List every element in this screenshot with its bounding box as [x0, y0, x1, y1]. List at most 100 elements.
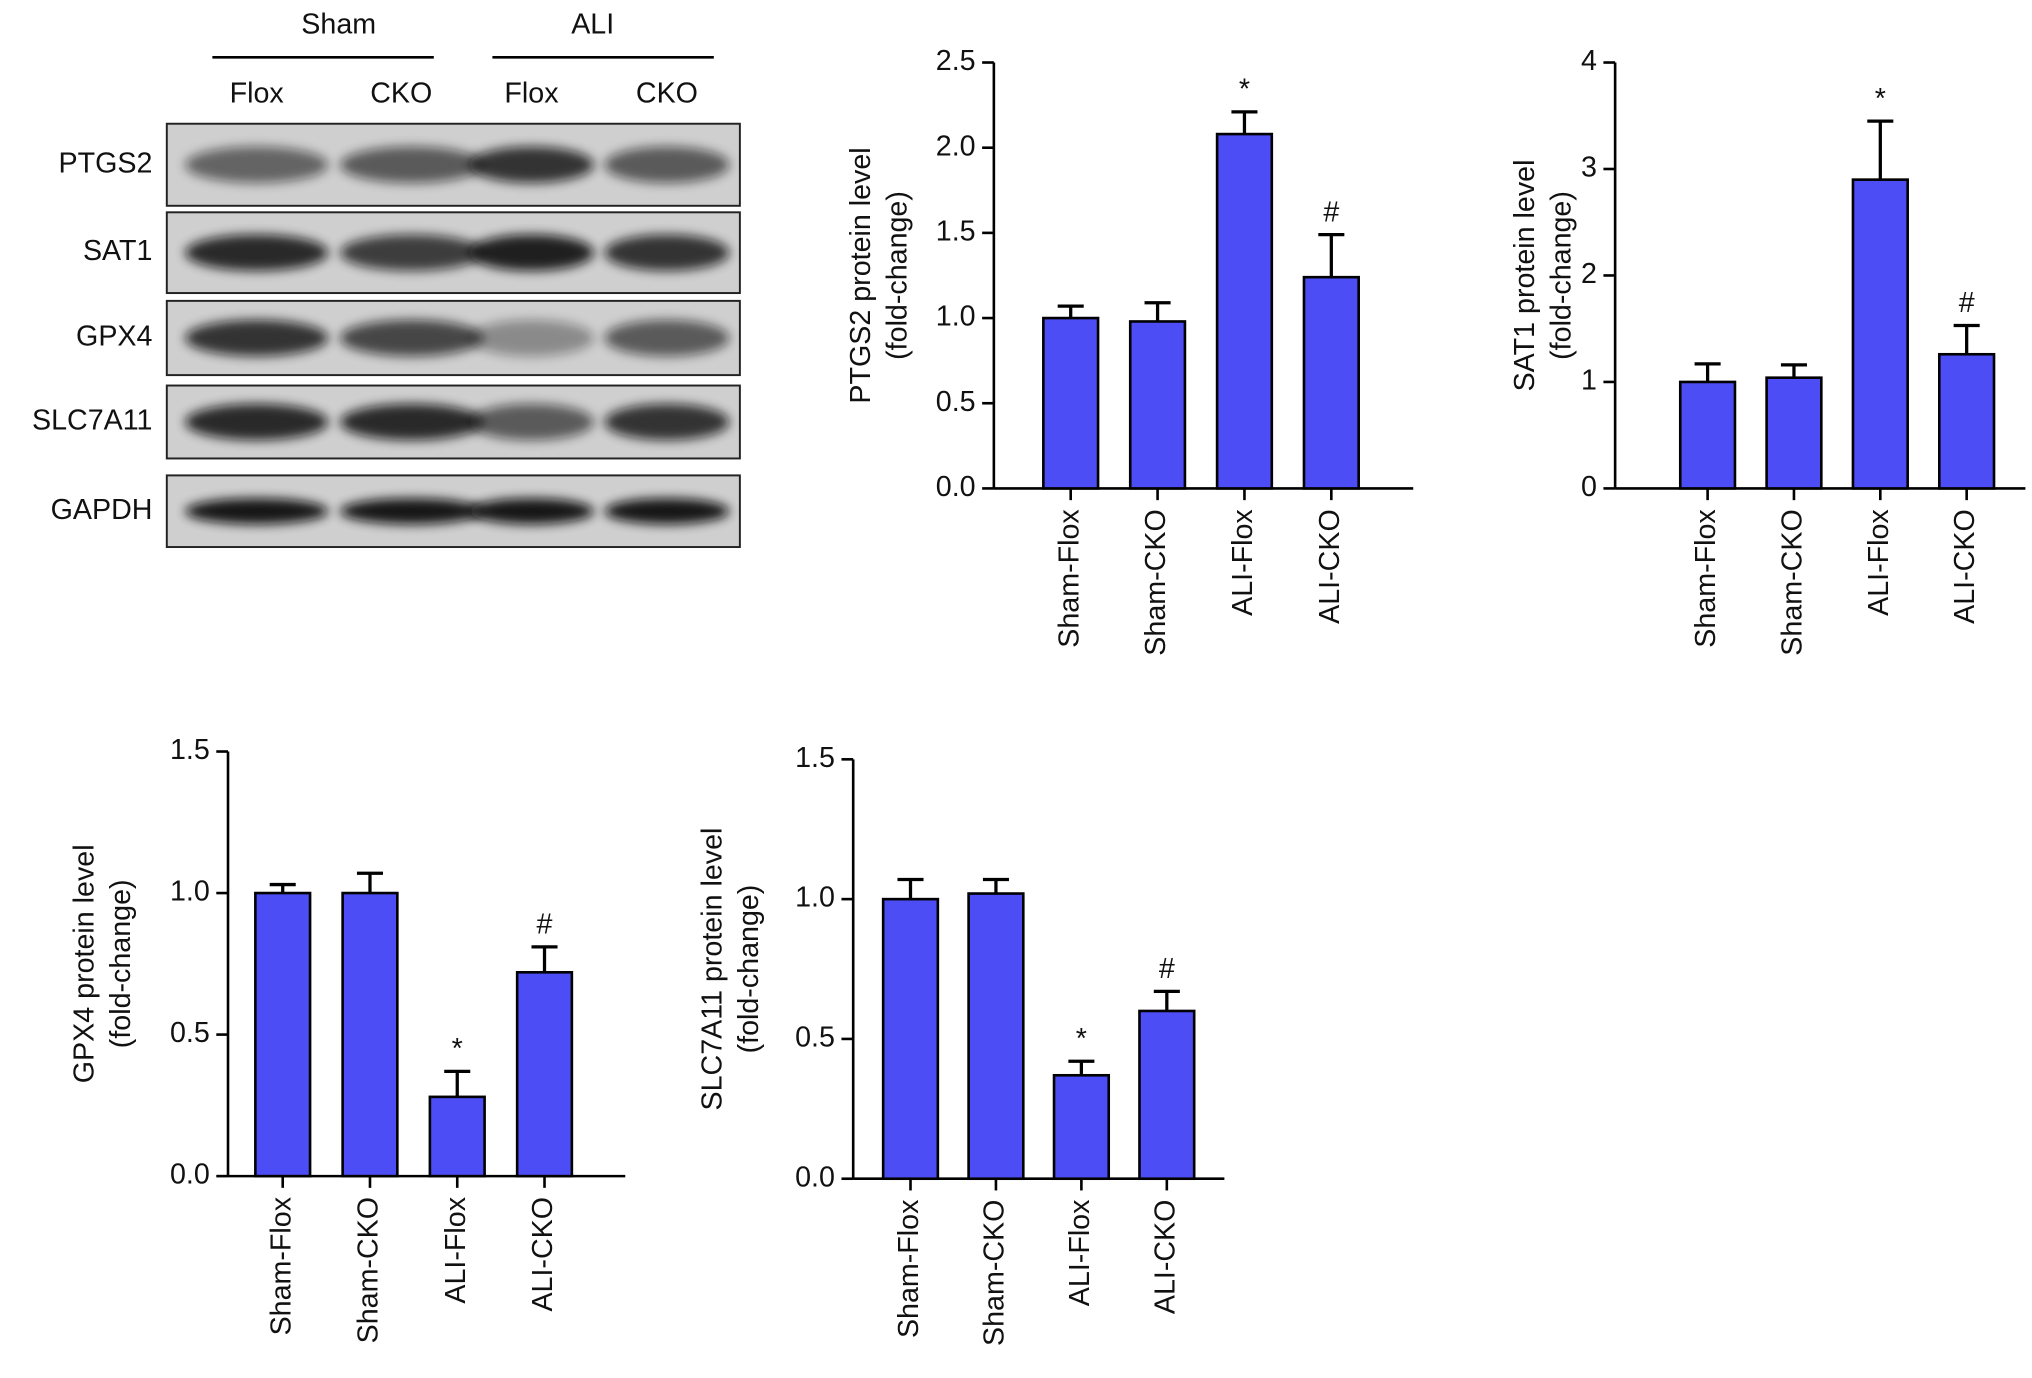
error-bar — [982, 877, 1009, 894]
y-tick-label: 1.5 — [795, 742, 835, 774]
blot-band — [604, 234, 730, 271]
significance-label: # — [1159, 953, 1175, 985]
x-tick-label: Sham-CKO — [353, 1197, 385, 1343]
blot-band — [468, 234, 595, 271]
y-tick-label: 1 — [1581, 365, 1597, 397]
blot-band — [604, 498, 730, 525]
y-axis-label: PTGS2 protein level — [845, 147, 877, 403]
y-tick-label: 1.5 — [170, 734, 210, 766]
x-tick-label: ALI-Flox — [440, 1196, 472, 1303]
significance-label: * — [1239, 74, 1250, 106]
error-bar — [897, 877, 924, 900]
protein-label: SLC7A11 — [32, 405, 152, 437]
bar — [1215, 132, 1274, 490]
group-label: Sham — [301, 9, 376, 41]
error-bar — [531, 945, 558, 973]
x-tick-label: ALI-Flox — [1863, 509, 1895, 616]
x-tick-label: ALI-CKO — [1314, 509, 1346, 624]
y-tick-label: 1.0 — [936, 301, 976, 333]
lane-label: CKO — [370, 78, 432, 110]
significance-label: # — [537, 909, 553, 941]
blot-band — [468, 403, 595, 441]
error-bar — [1953, 323, 1980, 355]
bar — [341, 891, 399, 1178]
y-tick-label: 1.5 — [936, 215, 976, 247]
bar — [515, 971, 574, 1178]
bar — [1128, 320, 1187, 490]
blot-band — [468, 498, 595, 525]
protein-label: SAT1 — [83, 235, 153, 267]
y-tick-label: 0.5 — [170, 1017, 210, 1049]
y-tick-label: 0.5 — [795, 1021, 835, 1053]
x-tick-label: ALI-Flox — [1064, 1199, 1096, 1306]
error-bar — [1780, 363, 1807, 378]
blot-band — [340, 319, 484, 357]
blot-band — [340, 498, 484, 525]
x-tick-label: ALI-CKO — [1149, 1200, 1181, 1315]
blot-band — [604, 146, 730, 183]
bar — [1138, 1009, 1196, 1181]
y-tick-label: 2 — [1581, 258, 1597, 290]
blot-band — [185, 403, 329, 441]
bar — [1042, 316, 1100, 490]
blot-band — [604, 319, 730, 357]
y-axis-label: (fold-change) — [1546, 191, 1578, 360]
x-tick-label: ALI-CKO — [1949, 509, 1981, 624]
error-bar — [1144, 301, 1171, 322]
y-tick-label: 1.0 — [170, 876, 210, 908]
x-tick-label: Sham-Flox — [1053, 509, 1085, 648]
x-tick-label: Sham-Flox — [265, 1196, 297, 1335]
bar — [1765, 376, 1823, 490]
error-bar — [269, 882, 296, 894]
blot-band — [604, 403, 730, 441]
bar — [1678, 380, 1737, 490]
y-axis-label: SLC7A11 protein level — [696, 828, 728, 1111]
protein-label: GPX4 — [76, 321, 152, 353]
x-tick-label: ALI-Flox — [1227, 509, 1259, 616]
y-axis-label: (fold-change) — [105, 879, 137, 1048]
y-tick-label: 2.0 — [936, 130, 976, 162]
significance-label: * — [1076, 1023, 1087, 1055]
significance-label: * — [1875, 83, 1886, 115]
blot-band — [185, 146, 329, 183]
bar — [254, 891, 312, 1178]
lane-label: CKO — [636, 78, 698, 110]
blot-band — [340, 403, 484, 441]
bar — [967, 892, 1025, 1181]
y-axis-label: (fold-change) — [881, 191, 913, 360]
blot-band — [185, 498, 329, 525]
y-tick-label: 2.5 — [936, 45, 976, 77]
blot-band — [185, 319, 329, 357]
significance-label: # — [1959, 287, 1975, 319]
blot-band — [340, 146, 484, 183]
x-tick-label: ALI-CKO — [527, 1197, 559, 1312]
error-bar — [1057, 304, 1084, 319]
y-axis-label: SAT1 protein level — [1509, 160, 1541, 392]
x-tick-label: Sham-CKO — [1140, 509, 1172, 655]
blot-band — [468, 319, 595, 357]
x-tick-label: Sham-Flox — [893, 1199, 925, 1338]
y-tick-label: 4 — [1581, 45, 1597, 77]
blot-band — [468, 146, 595, 183]
y-axis-label: (fold-change) — [733, 885, 765, 1054]
significance-label: # — [1323, 196, 1339, 228]
y-tick-label: 1.0 — [795, 882, 835, 914]
y-tick-label: 0.5 — [936, 386, 976, 418]
protein-label: GAPDH — [51, 494, 153, 526]
y-tick-label: 0 — [1581, 471, 1597, 503]
y-tick-label: 3 — [1581, 152, 1597, 184]
bar — [881, 897, 940, 1181]
error-bar — [444, 1069, 471, 1097]
error-bar — [1068, 1059, 1095, 1076]
bar — [1052, 1073, 1111, 1181]
bar — [1851, 178, 1909, 490]
bar — [428, 1095, 486, 1178]
y-tick-label: 0.0 — [170, 1159, 210, 1191]
x-tick-label: Sham-CKO — [979, 1200, 1011, 1346]
bar — [1302, 275, 1360, 490]
y-tick-label: 0.0 — [795, 1161, 835, 1193]
x-tick-label: Sham-Flox — [1690, 509, 1722, 648]
bar — [1938, 352, 1996, 490]
